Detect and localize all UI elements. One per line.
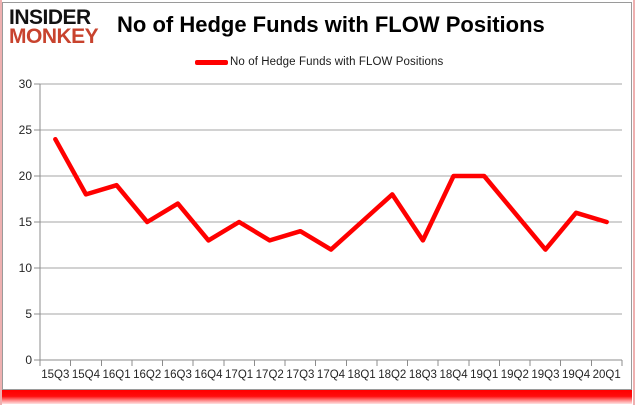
y-axis-tick-label: 10	[19, 261, 33, 275]
legend: No of Hedge Funds with FLOW Positions	[195, 56, 443, 68]
y-axis-tick-label: 5	[25, 307, 32, 321]
chart-title: No of Hedge Funds with FLOW Positions	[117, 12, 545, 37]
x-axis-tick-label: 20Q1	[593, 369, 621, 381]
x-axis-tick-label: 18Q4	[439, 369, 468, 381]
x-axis-tick-label: 18Q3	[409, 369, 437, 381]
x-axis-tick-label: 18Q2	[378, 369, 406, 381]
y-axis-tick-label: 15	[19, 215, 33, 229]
legend-series-line-swatch	[195, 59, 228, 65]
x-axis-tick-label: 15Q3	[41, 369, 69, 381]
x-axis-tick-label: 19Q3	[531, 369, 559, 381]
x-axis-tick-label: 19Q1	[470, 369, 498, 381]
x-axis-tick-label: 17Q1	[225, 369, 253, 381]
series-line	[53, 136, 609, 252]
y-axis-tick-label: 30	[19, 77, 33, 91]
logo-text-monkey: MONKEY	[9, 25, 99, 49]
card-right-edge	[633, 0, 635, 405]
x-axis-tick-label: 16Q4	[194, 369, 223, 381]
x-axis-tick-label: 17Q4	[317, 369, 346, 381]
x-axis-tick-label: 16Q3	[164, 369, 192, 381]
card-left-edge	[0, 0, 2, 405]
x-axis-tick-label: 17Q2	[256, 369, 284, 381]
x-axis-tick-label: 16Q1	[103, 369, 131, 381]
x-axis-tick-label: 16Q2	[133, 369, 161, 381]
y-axis-tick-label: 0	[25, 353, 32, 367]
legend-series-label: No of Hedge Funds with FLOW Positions	[230, 56, 444, 68]
x-axis-tick-label: 18Q1	[348, 369, 376, 381]
bottom-red-accent-band	[2, 390, 632, 404]
x-axis-tick-label: 17Q3	[286, 369, 314, 381]
x-axis-tick-label: 15Q4	[72, 369, 101, 381]
y-axis-tick-label: 20	[19, 169, 33, 183]
logo-text-insider: INSIDER	[9, 6, 91, 29]
y-axis-tick-label: 25	[19, 123, 33, 137]
x-axis-tick-label: 19Q4	[562, 369, 591, 381]
x-axis-tick-label: 19Q2	[501, 369, 529, 381]
chart-frame-border	[2, 2, 632, 390]
insider-monkey-logo: INSIDER MONKEY	[9, 6, 99, 49]
